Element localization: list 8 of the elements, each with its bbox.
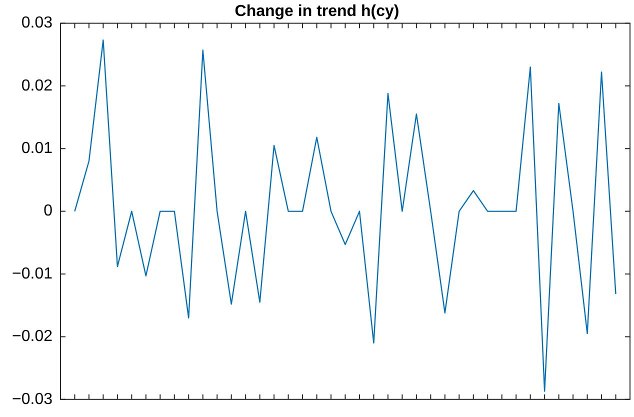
y-tick-label: 0.03 — [21, 14, 53, 32]
y-tick-label: −0.03 — [12, 390, 53, 408]
chart-title: Change in trend h(cy) — [234, 3, 400, 20]
y-tick-label: −0.01 — [12, 265, 53, 282]
y-tick-label: 0 — [44, 202, 53, 220]
y-tick-label: −0.02 — [12, 328, 53, 346]
y-tick-label: 0.01 — [21, 140, 53, 158]
y-tick-label: 0.02 — [21, 77, 53, 94]
